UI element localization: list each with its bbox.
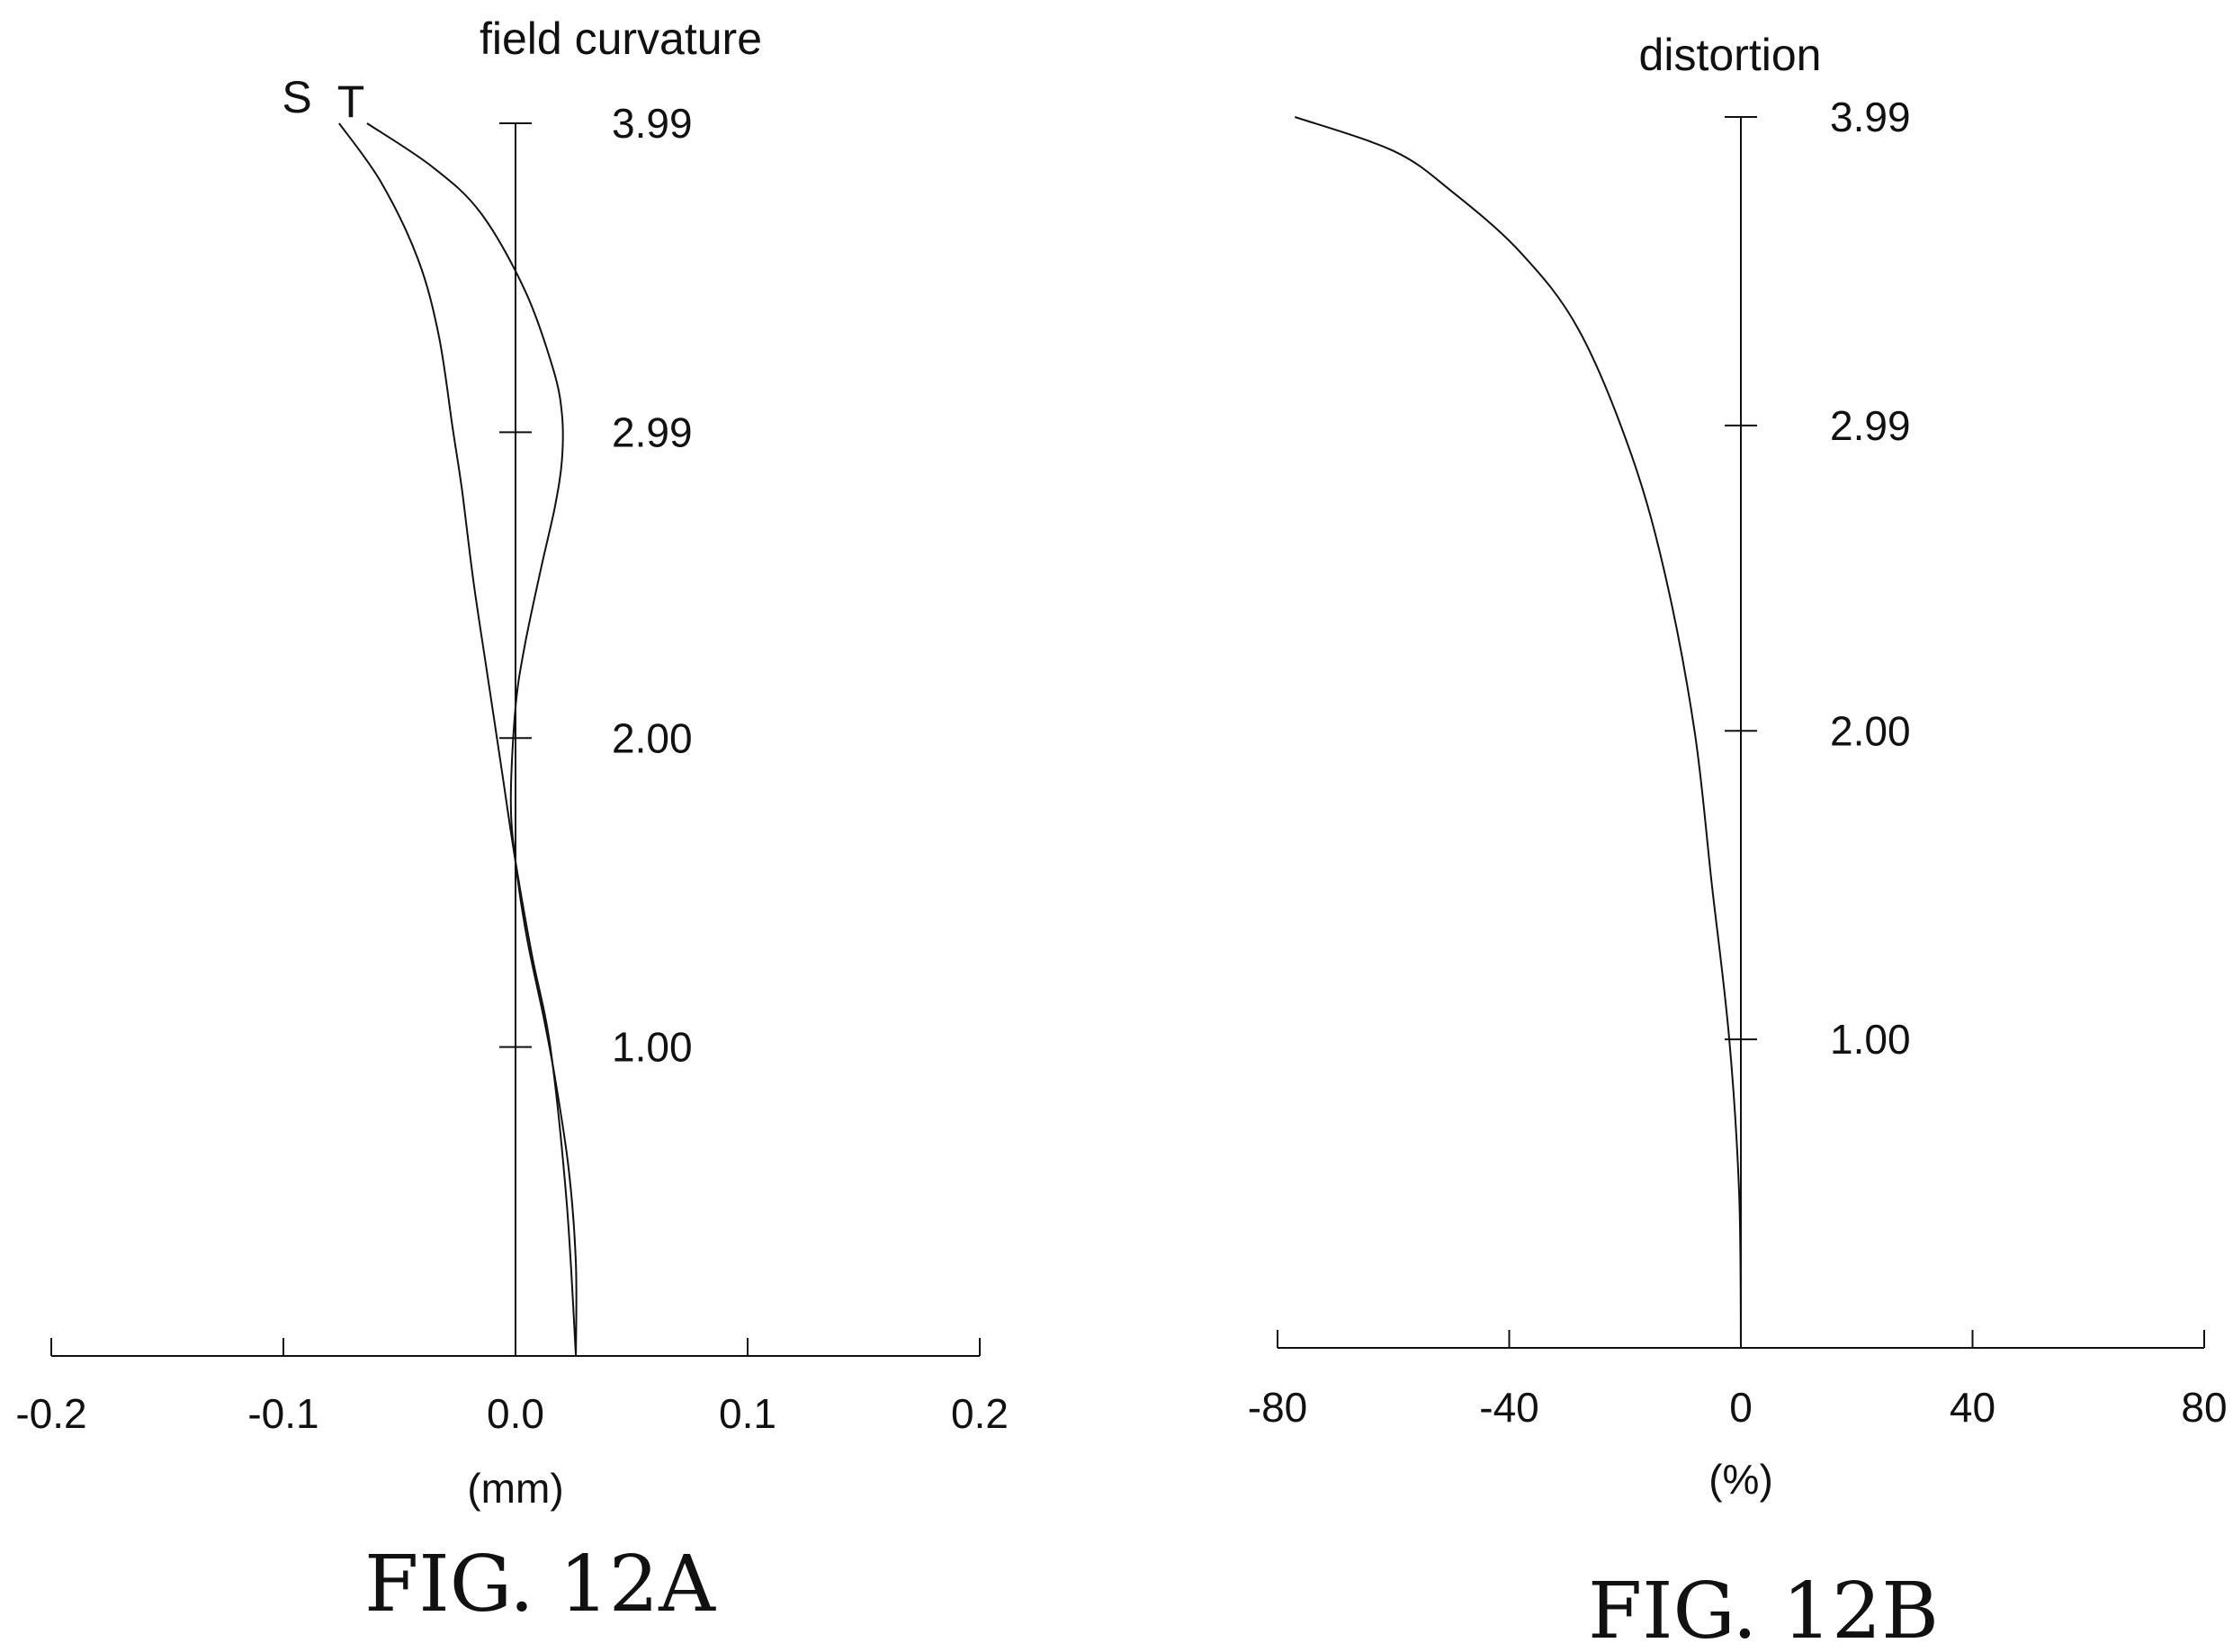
figure-caption-12b: FIG. 12B [1588,1567,1939,1652]
field-curvature-chart: field curvature -0.2 -0.1 0.0 0.1 0.2 (mm) 1.00… [15,13,1009,1512]
distortion-chart: distortion -80 -40 0 40 80 (%) 1.00 2.00 2.99 3.99 [1248,30,2228,1503]
series-label-t: T [337,76,365,127]
x-tick-label: 40 [1950,1384,1995,1431]
x-tick-label: 80 [2181,1384,2227,1431]
series-line-distortion [1294,116,1742,1349]
x-tick-label: 0.1 [719,1390,776,1437]
x-tick-label: -0.1 [247,1390,318,1437]
y-tick-label: 2.00 [1830,707,1911,754]
chart-title: field curvature [480,13,762,64]
x-tick-label: 0.0 [487,1390,544,1437]
chart-title: distortion [1639,30,1822,80]
y-tick-label: 1.00 [1830,1016,1911,1063]
y-tick-label: 1.00 [612,1024,693,1071]
x-tick-label: -40 [1479,1384,1538,1431]
x-axis-label: (%) [1708,1456,1773,1503]
y-tick-label: 3.99 [612,100,693,147]
figure-caption-12a: FIG. 12A [364,1540,716,1630]
series-line-t [366,122,578,1357]
series-label-s: S [282,72,311,122]
y-tick-label: 2.99 [1830,402,1911,449]
series-line-s [338,122,578,1357]
x-tick-label: -80 [1248,1384,1307,1431]
x-tick-label: 0.2 [951,1390,1009,1437]
y-tick-label: 2.00 [612,714,693,761]
y-tick-label: 2.99 [612,409,693,455]
y-tick-label: 3.99 [1830,94,1911,140]
x-tick-label: 0 [1729,1384,1753,1431]
x-tick-label: -0.2 [15,1390,86,1437]
x-axis-label: (mm) [467,1465,563,1512]
